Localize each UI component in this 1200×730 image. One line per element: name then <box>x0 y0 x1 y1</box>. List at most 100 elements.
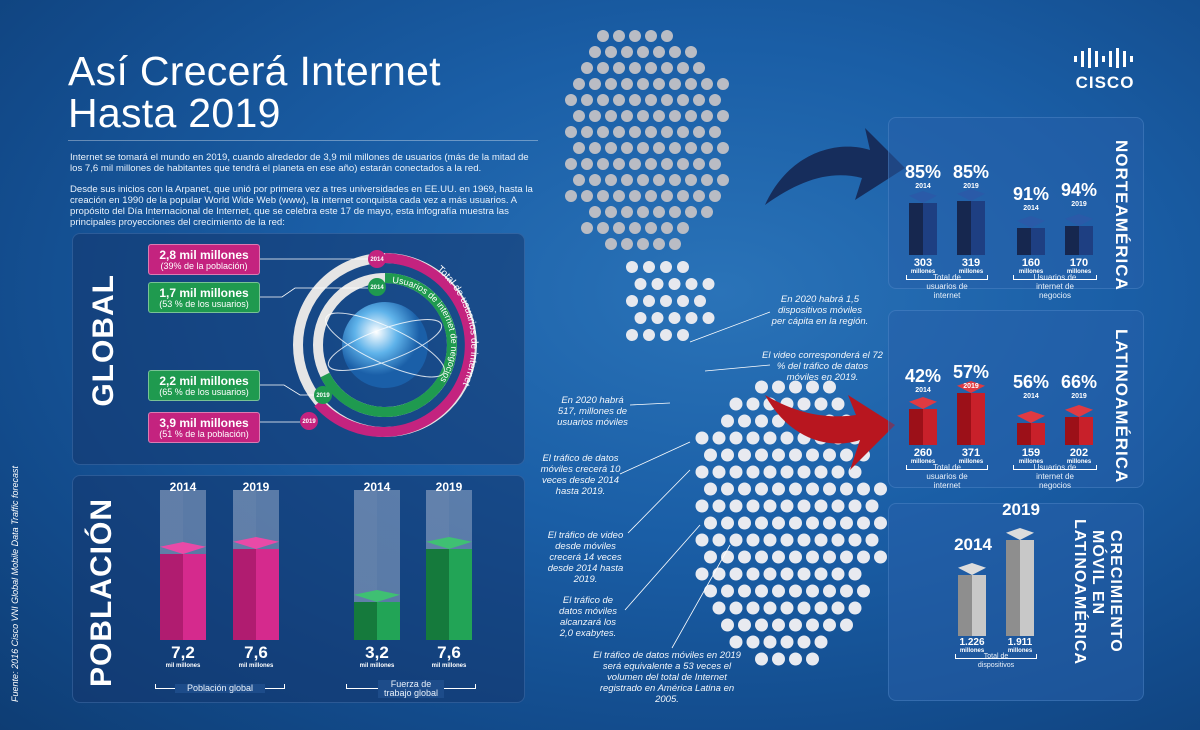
map-dot <box>865 499 879 513</box>
map-dot <box>669 78 681 90</box>
note-video-share: El video corresponderá el 72 % del tráfi… <box>762 350 883 383</box>
map-dot <box>693 190 705 202</box>
map-dot <box>693 158 705 170</box>
map-dot <box>701 174 713 186</box>
map-dot <box>661 62 673 74</box>
map-dot <box>780 635 794 649</box>
map-dot <box>629 94 641 106</box>
callout-business-2014: 1,7 mil millones (53 % de los usuarios) <box>148 282 260 313</box>
intro-paragraph-1: Internet se tomará el mundo en 2019, cua… <box>70 152 529 174</box>
map-dot <box>626 295 638 307</box>
map-dot <box>729 397 743 411</box>
map-dot <box>629 62 641 74</box>
map-dot <box>701 206 713 218</box>
map-dot <box>797 601 811 615</box>
map-dot <box>814 635 828 649</box>
norteamerica-percent: 94% <box>1060 180 1098 200</box>
map-dot <box>621 142 633 154</box>
map-dot <box>651 278 664 290</box>
map-dot <box>702 278 715 290</box>
map-dot <box>709 126 721 138</box>
map-dot <box>693 94 705 106</box>
population-unit: mil millones <box>359 663 395 669</box>
map-dot <box>823 550 836 564</box>
map-dot <box>701 142 713 154</box>
group-label: Fuerza de trabajo global <box>378 680 444 698</box>
latinoamerica-bar <box>957 381 985 445</box>
map-dot <box>704 550 717 564</box>
map-dot <box>712 499 726 513</box>
mobile-value: 1.911 <box>1007 637 1033 648</box>
map-dot <box>848 465 862 479</box>
map-dot <box>721 482 734 496</box>
population-unit: mil millones <box>431 663 467 669</box>
map-dot <box>789 584 802 598</box>
map-dot <box>712 465 726 479</box>
map-dot <box>677 295 689 307</box>
map-dot <box>755 550 768 564</box>
latinoamerica-year: 2019 <box>963 383 979 390</box>
map-dot <box>597 126 609 138</box>
latinoamerica-value: 371 <box>961 447 981 459</box>
map-dot <box>823 516 836 530</box>
map-dot <box>589 78 601 90</box>
norteamerica-heading: NORTEAMÉRICA <box>1112 140 1131 291</box>
map-dot <box>755 652 768 666</box>
map-dot <box>685 78 697 90</box>
map-dot <box>848 499 862 513</box>
map-dot <box>789 618 802 632</box>
norteamerica-group-label: Total de usuarios de internet <box>926 273 968 300</box>
map-dot <box>789 550 802 564</box>
norteamerica-unit: millones <box>1066 269 1092 275</box>
note-exabytes: El tráfico de datos móviles alcanzará lo… <box>558 595 618 639</box>
map-dot <box>677 94 689 106</box>
ring-total-end-year: 2019 <box>302 419 316 425</box>
map-dot <box>848 601 862 615</box>
map-dot <box>651 312 664 324</box>
note-devices-per-capita: En 2020 habrá 1,5 dispositivos móviles p… <box>771 294 869 327</box>
title-line-2: Hasta 2019 <box>68 90 281 136</box>
map-dot <box>621 206 633 218</box>
map-dot <box>772 380 785 394</box>
map-dot <box>746 601 760 615</box>
globe-icon <box>342 302 428 388</box>
map-dot <box>746 397 760 411</box>
map-dot <box>597 94 609 106</box>
bracket <box>955 654 1037 659</box>
map-dot <box>755 380 768 394</box>
map-dot <box>780 465 794 479</box>
map-dot <box>669 206 681 218</box>
map-dot <box>712 533 726 547</box>
map-dot <box>695 499 709 513</box>
norteamerica-bar <box>957 189 985 255</box>
map-dot <box>613 30 625 42</box>
map-dot <box>685 110 697 122</box>
callout-detail: (39% de la población) <box>160 261 248 271</box>
map-dot <box>694 295 706 307</box>
map-dot <box>797 397 811 411</box>
map-dot <box>695 567 709 581</box>
latinoamerica-unit: millones <box>1066 459 1092 465</box>
norteamerica-unit: millones <box>958 269 984 275</box>
map-dot <box>806 550 819 564</box>
map-dot <box>806 380 819 394</box>
map-dot <box>814 465 828 479</box>
map-dot <box>704 516 717 530</box>
map-dot <box>789 448 802 462</box>
map-dot <box>661 158 673 170</box>
map-dot <box>840 448 853 462</box>
map-dot <box>831 397 845 411</box>
map-dot <box>637 78 649 90</box>
map-dot <box>637 110 649 122</box>
map-dot <box>814 397 828 411</box>
map-dot <box>589 110 601 122</box>
map-dot <box>729 635 743 649</box>
map-dot <box>797 567 811 581</box>
map-dot <box>746 465 760 479</box>
norteamerica-percent: 91% <box>1012 184 1050 204</box>
map-dot <box>831 499 845 513</box>
map-dot <box>789 380 802 394</box>
arrow-latin-america <box>765 395 895 470</box>
cisco-wordmark: CISCO <box>1075 73 1135 92</box>
map-dot <box>709 94 721 106</box>
